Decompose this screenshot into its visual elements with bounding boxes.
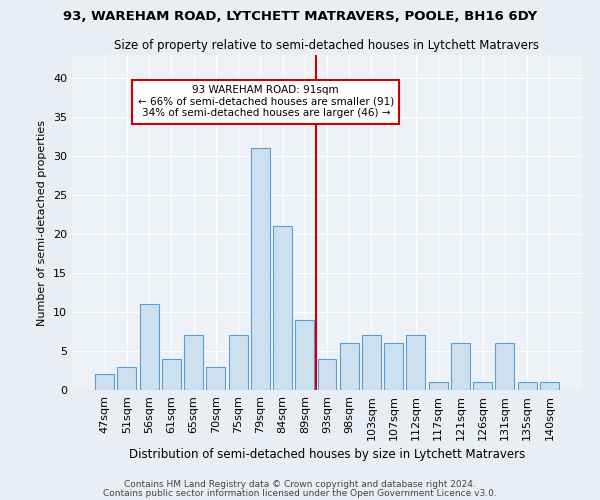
Bar <box>451 344 470 390</box>
Bar <box>340 344 359 390</box>
Bar <box>518 382 536 390</box>
Bar <box>162 359 181 390</box>
Bar <box>540 382 559 390</box>
Text: Contains public sector information licensed under the Open Government Licence v3: Contains public sector information licen… <box>103 488 497 498</box>
Bar <box>95 374 114 390</box>
Bar <box>273 226 292 390</box>
Bar <box>184 336 203 390</box>
Bar <box>496 344 514 390</box>
Bar <box>206 366 225 390</box>
Bar <box>295 320 314 390</box>
Title: Size of property relative to semi-detached houses in Lytchett Matravers: Size of property relative to semi-detach… <box>115 40 539 52</box>
Bar <box>362 336 381 390</box>
Bar <box>140 304 158 390</box>
Bar <box>118 366 136 390</box>
Bar <box>317 359 337 390</box>
Text: 93, WAREHAM ROAD, LYTCHETT MATRAVERS, POOLE, BH16 6DY: 93, WAREHAM ROAD, LYTCHETT MATRAVERS, PO… <box>63 10 537 23</box>
Bar <box>473 382 492 390</box>
Y-axis label: Number of semi-detached properties: Number of semi-detached properties <box>37 120 47 326</box>
X-axis label: Distribution of semi-detached houses by size in Lytchett Matravers: Distribution of semi-detached houses by … <box>129 448 525 461</box>
Bar <box>251 148 270 390</box>
Bar <box>229 336 248 390</box>
Bar <box>384 344 403 390</box>
Bar <box>429 382 448 390</box>
Text: Contains HM Land Registry data © Crown copyright and database right 2024.: Contains HM Land Registry data © Crown c… <box>124 480 476 489</box>
Bar <box>406 336 425 390</box>
Text: 93 WAREHAM ROAD: 91sqm
← 66% of semi-detached houses are smaller (91)
34% of sem: 93 WAREHAM ROAD: 91sqm ← 66% of semi-det… <box>137 85 394 118</box>
